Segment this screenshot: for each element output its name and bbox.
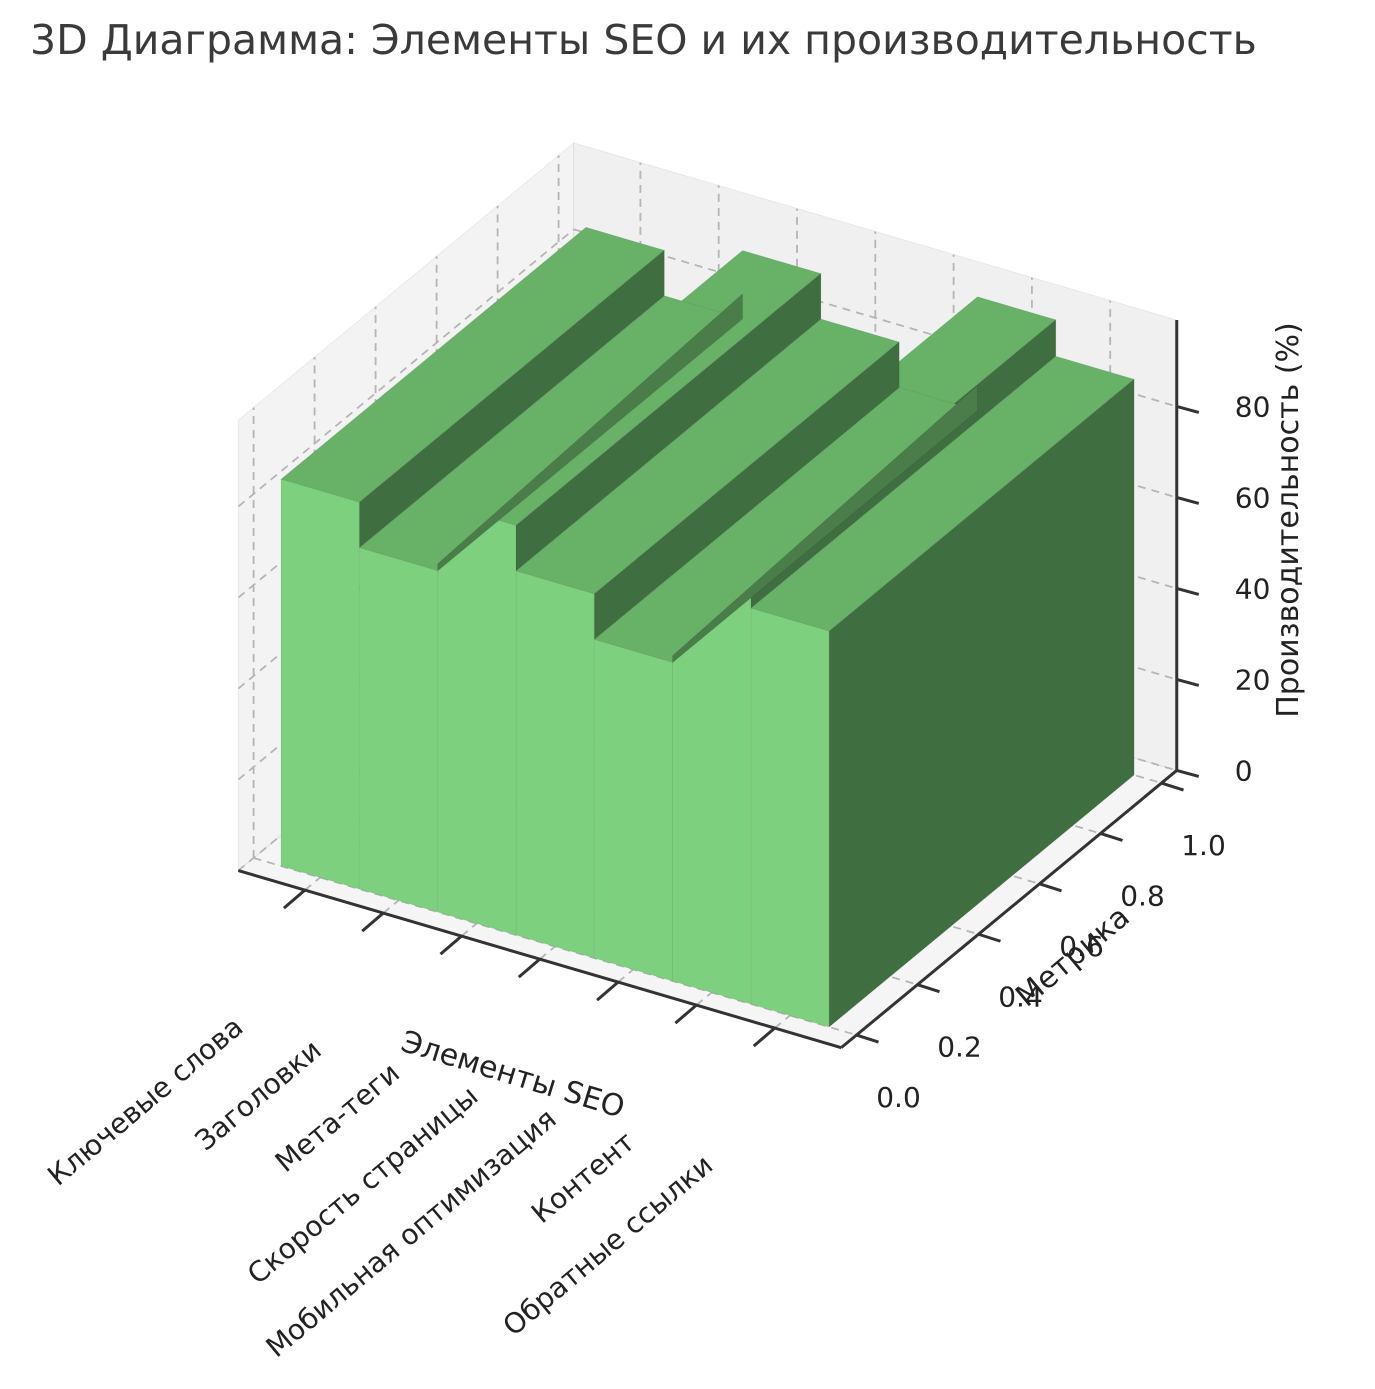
y-tick <box>1161 781 1184 792</box>
bar-front-face <box>437 501 517 936</box>
x-tick <box>361 911 385 933</box>
bar-inner-face <box>437 292 744 572</box>
z-tick-label: 0 <box>1235 754 1253 787</box>
y-tick-label: 0.2 <box>937 1031 982 1064</box>
x-tick <box>596 980 620 1002</box>
x-tick <box>282 888 306 910</box>
z-tick-label: 60 <box>1235 481 1271 514</box>
x-tick-label: Ключевые слова <box>41 1010 249 1192</box>
bar-front-face <box>593 638 673 982</box>
x-tick <box>674 1003 698 1025</box>
grid-line-z <box>237 228 575 508</box>
y-tick <box>978 932 1001 943</box>
z-tick <box>1176 678 1200 687</box>
y-tick-label: 1.0 <box>1181 829 1226 862</box>
z-axis-label: Производительность (%) <box>1271 322 1306 718</box>
bar-front-face <box>358 547 439 913</box>
z-tick <box>1176 405 1200 414</box>
y-tick <box>917 983 940 994</box>
y-tick <box>856 1033 879 1044</box>
y-tick <box>1100 832 1123 842</box>
y-tick-label: 0.8 <box>1120 879 1165 912</box>
bar-front-face <box>515 570 595 959</box>
y-tick <box>1039 882 1062 893</box>
z-tick-label: 40 <box>1235 572 1271 605</box>
bar-front-face <box>280 478 360 890</box>
y-axis-label: Метрика <box>1009 899 1136 1014</box>
z-tick <box>1176 496 1200 505</box>
z-tick <box>1176 587 1200 596</box>
y-axis-spine <box>840 769 1178 1049</box>
chart-title: 3D Диаграмма: Элементы SEO и их производ… <box>30 16 1257 64</box>
z-tick <box>1176 769 1200 778</box>
y-tick-label: 0.4 <box>998 980 1043 1013</box>
y-tick-label: 0.6 <box>1059 930 1104 963</box>
x-tick <box>752 1026 776 1048</box>
bar-front-face <box>750 607 830 1028</box>
z-tick-label: 20 <box>1235 663 1271 696</box>
bar-inner-face <box>672 384 978 664</box>
x-tick <box>439 934 463 956</box>
x-tick <box>517 957 541 979</box>
z-tick-label: 80 <box>1235 390 1271 423</box>
y-tick-label: 0.0 <box>876 1081 921 1114</box>
